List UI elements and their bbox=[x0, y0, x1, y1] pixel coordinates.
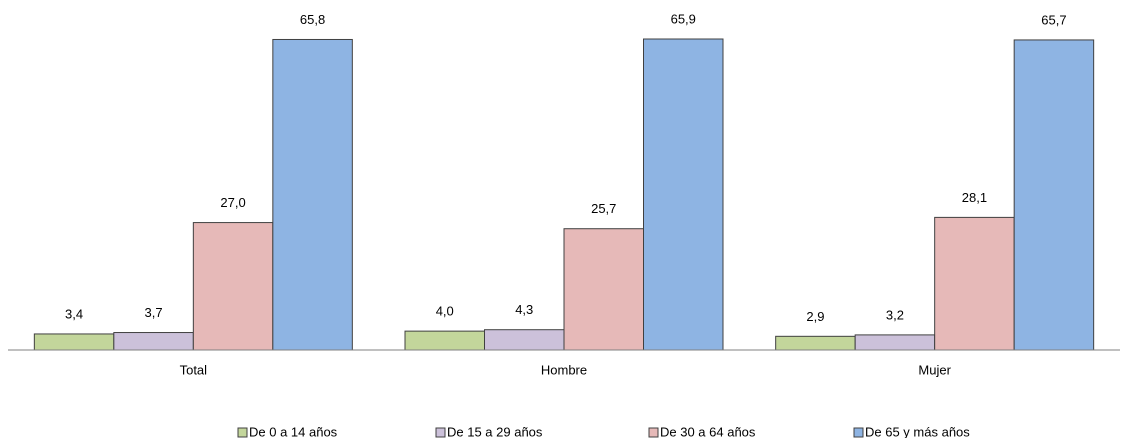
value-label: 2,9 bbox=[806, 309, 824, 324]
bar bbox=[854, 334, 936, 351]
bar bbox=[775, 335, 856, 351]
value-label: 3,4 bbox=[65, 306, 83, 321]
legend-swatch bbox=[853, 427, 864, 438]
value-label: 65,7 bbox=[1041, 12, 1066, 27]
x-tick-label: Hombre bbox=[541, 362, 587, 377]
legend-swatch bbox=[648, 427, 659, 438]
x-tick-label: Total bbox=[180, 362, 208, 377]
value-label: 4,0 bbox=[436, 304, 454, 319]
value-label: 25,7 bbox=[591, 201, 616, 216]
bar bbox=[1013, 39, 1095, 351]
value-label: 4,3 bbox=[515, 302, 533, 317]
bar bbox=[272, 38, 353, 351]
legend-label: De 65 y más años bbox=[865, 424, 970, 438]
legend-label: De 30 a 64 años bbox=[660, 424, 756, 438]
bar bbox=[643, 38, 724, 351]
bar bbox=[113, 332, 194, 351]
bar bbox=[934, 216, 1015, 351]
value-label: 65,9 bbox=[671, 11, 696, 26]
value-label: 65,8 bbox=[300, 12, 325, 27]
value-label: 28,1 bbox=[962, 190, 987, 205]
legend-swatch bbox=[435, 427, 446, 438]
legend-label: De 15 a 29 años bbox=[447, 424, 543, 438]
bar bbox=[192, 222, 274, 351]
bar bbox=[33, 333, 115, 351]
legend-swatch bbox=[237, 427, 248, 438]
bar bbox=[484, 329, 565, 351]
value-label: 3,7 bbox=[145, 305, 163, 320]
value-label: 27,0 bbox=[220, 195, 245, 210]
x-tick-label: Mujer bbox=[918, 362, 951, 377]
bar bbox=[404, 330, 485, 351]
bar bbox=[563, 228, 644, 351]
legend-label: De 0 a 14 años bbox=[249, 424, 338, 438]
value-label: 3,2 bbox=[886, 307, 904, 322]
